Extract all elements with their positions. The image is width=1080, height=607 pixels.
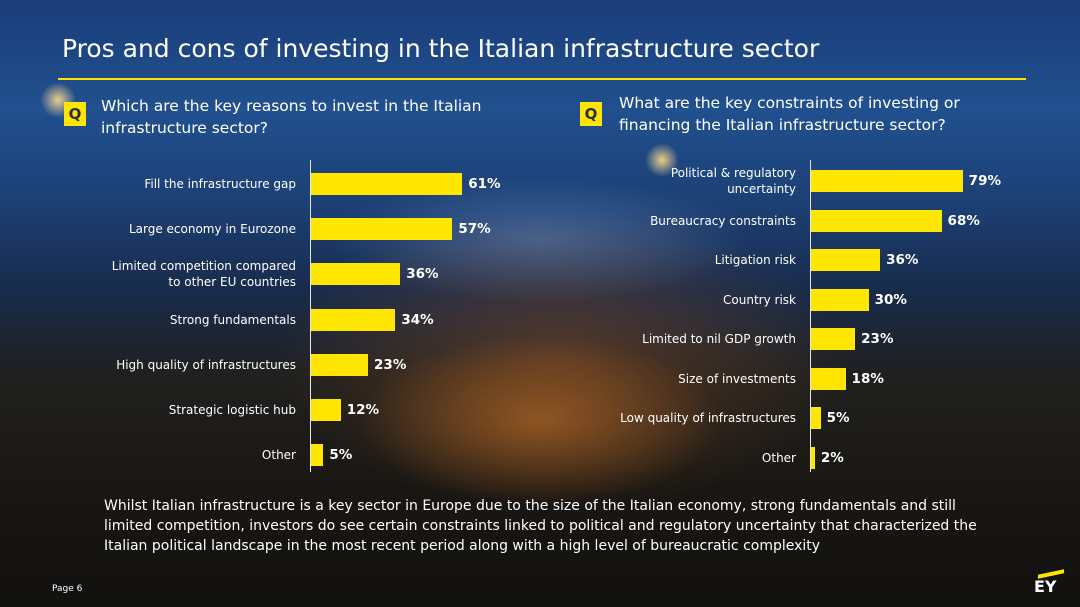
category-label: Limited competition compared to other EU… xyxy=(111,259,296,290)
bar xyxy=(311,444,324,467)
bar xyxy=(811,209,942,232)
category-label: Bureaucracy constraints xyxy=(650,213,796,228)
category-label: Low quality of infrastructures xyxy=(620,411,796,425)
bar xyxy=(811,288,869,311)
category-label: Litigation risk xyxy=(714,253,796,267)
bar xyxy=(311,173,463,195)
bar-value-label: 34% xyxy=(401,311,434,328)
category-label: High quality of infrastructures xyxy=(116,357,296,372)
bar-value-label: 36% xyxy=(886,252,919,268)
bar-value-label: 61% xyxy=(468,176,501,192)
page-number: Page 6 xyxy=(52,584,83,594)
category-label: Strategic logistic hub xyxy=(168,403,296,417)
bar-value-label: 68% xyxy=(947,212,980,229)
bar-value-label: 23% xyxy=(861,331,894,347)
question-badge-left: Q xyxy=(64,102,86,126)
page-title: Pros and cons of investing in the Italia… xyxy=(62,34,820,63)
left-question: Which are the key reasons to invest in t… xyxy=(101,97,482,137)
lamp-glow-center xyxy=(645,143,679,177)
bar xyxy=(811,328,856,350)
bar-value-label: 18% xyxy=(851,370,884,387)
bar-value-label: 79% xyxy=(968,173,1001,189)
bar xyxy=(811,407,821,429)
category-label: Fill the infrastructure gap xyxy=(144,177,296,191)
bar xyxy=(311,353,369,376)
bar-value-label: 30% xyxy=(874,291,907,308)
ey-logo: EY xyxy=(1032,569,1066,596)
bar xyxy=(811,367,846,390)
bar xyxy=(811,249,881,271)
category-label: Large economy in Eurozone xyxy=(128,222,296,237)
bar-value-label: 57% xyxy=(458,221,491,238)
bar xyxy=(311,218,453,241)
category-label: Size of investments xyxy=(678,371,796,386)
bar-value-label: 23% xyxy=(374,356,407,373)
category-label: Strong fundamentals xyxy=(169,312,296,327)
category-label: Other xyxy=(761,450,796,465)
bar xyxy=(311,399,341,421)
title-divider xyxy=(58,78,1026,80)
category-label: Country risk xyxy=(723,292,796,307)
bar-value-label: 36% xyxy=(406,266,439,283)
question-badge-right: Q xyxy=(580,102,602,126)
category-label: Other xyxy=(261,448,296,463)
bar xyxy=(311,263,401,286)
bar-value-label: 12% xyxy=(346,402,380,418)
bar xyxy=(811,170,963,192)
category-label: Limited to nil GDP growth xyxy=(642,332,796,346)
bar xyxy=(811,446,815,469)
chart-axis xyxy=(310,160,311,472)
ey-logo-text: EY xyxy=(1034,577,1057,596)
bar xyxy=(311,308,396,331)
right-question: What are the key constraints of investin… xyxy=(619,94,960,134)
bar-value-label: 5% xyxy=(826,410,850,426)
bar-value-label: 2% xyxy=(820,449,844,466)
chart-axis xyxy=(810,160,811,472)
category-label: Political & regulatory uncertainty xyxy=(670,166,796,196)
summary-text: Whilst Italian infrastructure is a key s… xyxy=(104,498,977,554)
bar-value-label: 5% xyxy=(329,447,353,464)
